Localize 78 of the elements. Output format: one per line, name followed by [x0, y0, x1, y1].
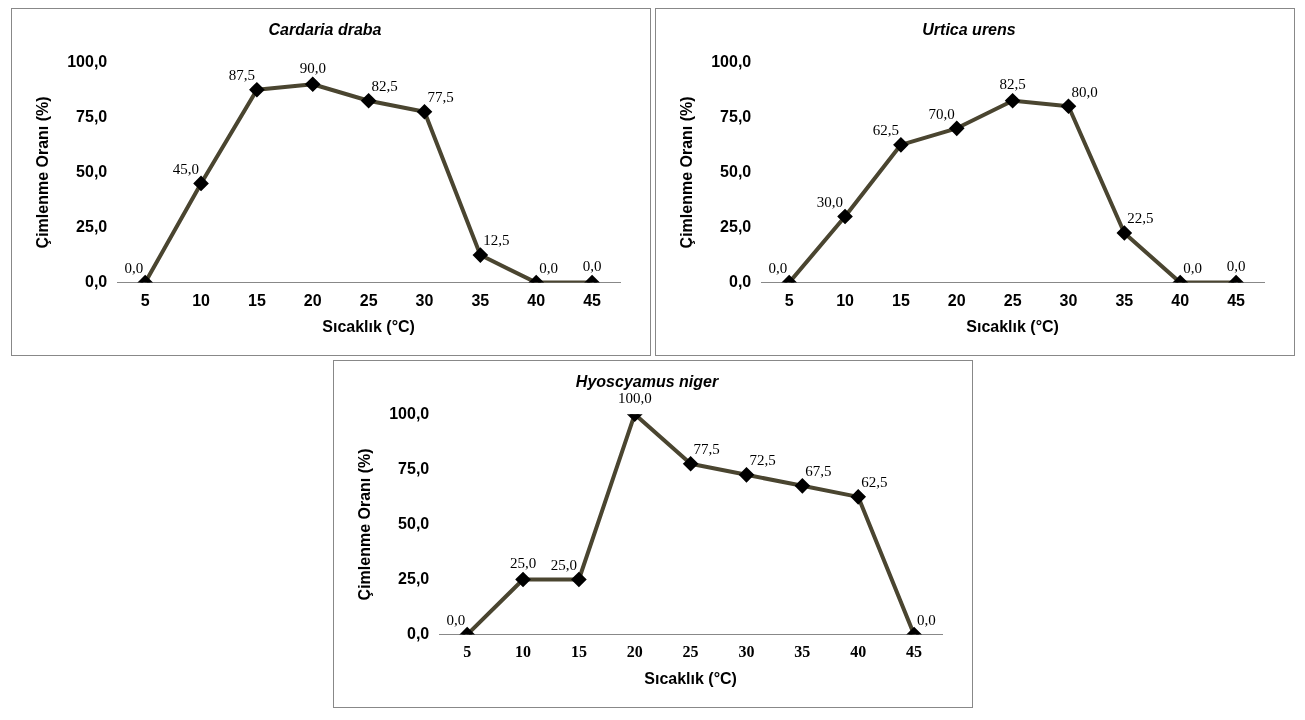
- x-tick-label: 45: [905, 643, 922, 661]
- x-tick-label: 15: [570, 643, 587, 661]
- data-label: 72,5: [748, 452, 776, 469]
- y-tick-label: 100,0: [710, 52, 751, 70]
- data-label: 0,0: [582, 258, 601, 275]
- data-label: 77,5: [426, 89, 454, 106]
- data-label: 0,0: [445, 612, 465, 629]
- x-tick-label: 45: [582, 291, 601, 309]
- data-label: 67,5: [804, 463, 832, 480]
- x-tick-label: 20: [303, 291, 322, 309]
- x-tick-label: 5: [784, 291, 794, 309]
- data-label: 77,5: [693, 441, 720, 458]
- chart-title: Cardaria draba: [268, 21, 382, 39]
- data-label: 62,5: [872, 122, 899, 139]
- x-tick-label: 5: [462, 643, 471, 661]
- x-tick-label: 25: [1003, 291, 1022, 309]
- data-label: 25,0: [550, 556, 577, 573]
- x-axis-title: Sıcaklık (°C): [643, 669, 737, 687]
- y-tick-label: 75,0: [397, 459, 429, 477]
- data-label: 90,0: [299, 59, 326, 76]
- data-label: 22,5: [1126, 210, 1154, 227]
- y-tick-label: 75,0: [75, 107, 107, 125]
- data-label: 0,0: [1226, 258, 1245, 275]
- x-tick-label: 25: [359, 291, 378, 309]
- data-label: 0,0: [538, 260, 558, 277]
- y-tick-label: 75,0: [719, 107, 751, 125]
- y-tick-label: 25,0: [719, 217, 751, 235]
- x-tick-label: 25: [682, 643, 699, 661]
- data-label: 87,5: [228, 67, 255, 84]
- data-label: 100,0: [617, 389, 652, 406]
- x-tick-label: 15: [891, 291, 910, 309]
- y-tick-label: 100,0: [388, 404, 429, 422]
- y-tick-label: 100,0: [66, 52, 107, 70]
- data-label: 80,0: [1070, 83, 1098, 100]
- data-label: 45,0: [172, 160, 199, 177]
- x-axis-title: Sıcaklık (°C): [321, 317, 415, 335]
- y-axis-title: Çimlenme Oranı (%): [33, 96, 51, 249]
- x-tick-label: 30: [415, 291, 433, 309]
- y-tick-label: 0,0: [728, 273, 751, 291]
- x-tick-label: 40: [526, 291, 545, 309]
- data-label: 12,5: [482, 232, 510, 249]
- chart-title: Hyoscyamus niger: [575, 373, 719, 391]
- x-tick-label: 5: [140, 291, 150, 309]
- data-label: 0,0: [916, 612, 936, 629]
- x-tick-label: 10: [835, 291, 854, 309]
- x-tick-label: 20: [947, 291, 966, 309]
- x-axis-title: Sıcaklık (°C): [965, 317, 1059, 335]
- x-tick-label: 30: [1059, 291, 1077, 309]
- y-tick-label: 50,0: [397, 514, 429, 532]
- data-label: 70,0: [928, 105, 955, 122]
- y-axis-title: Çimlenme Oranı (%): [355, 448, 373, 601]
- data-label: 0,0: [767, 260, 787, 277]
- x-tick-label: 35: [470, 291, 489, 309]
- y-tick-label: 25,0: [75, 217, 107, 235]
- y-tick-label: 25,0: [397, 569, 429, 587]
- y-tick-label: 0,0: [406, 625, 429, 643]
- x-tick-label: 35: [793, 643, 810, 661]
- x-tick-label: 20: [626, 643, 643, 661]
- x-tick-label: 45: [1226, 291, 1245, 309]
- y-tick-label: 50,0: [75, 162, 107, 180]
- data-label: 0,0: [1182, 260, 1202, 277]
- data-label: 25,0: [509, 554, 536, 571]
- x-tick-label: 40: [849, 643, 866, 661]
- data-label: 62,5: [860, 474, 887, 491]
- y-tick-label: 50,0: [719, 162, 751, 180]
- x-tick-label: 10: [514, 643, 531, 661]
- data-label: 0,0: [123, 260, 143, 277]
- x-tick-label: 10: [191, 291, 210, 309]
- chart-title: Urtica urens: [921, 21, 1016, 39]
- y-axis-title: Çimlenme Oranı (%): [677, 96, 695, 249]
- x-tick-label: 30: [737, 643, 754, 661]
- data-label: 82,5: [371, 78, 398, 95]
- x-tick-label: 40: [1170, 291, 1189, 309]
- data-label: 82,5: [998, 76, 1026, 93]
- x-tick-label: 15: [247, 291, 266, 309]
- y-tick-label: 0,0: [84, 273, 107, 291]
- data-label: 30,0: [816, 193, 843, 210]
- x-tick-label: 35: [1114, 291, 1133, 309]
